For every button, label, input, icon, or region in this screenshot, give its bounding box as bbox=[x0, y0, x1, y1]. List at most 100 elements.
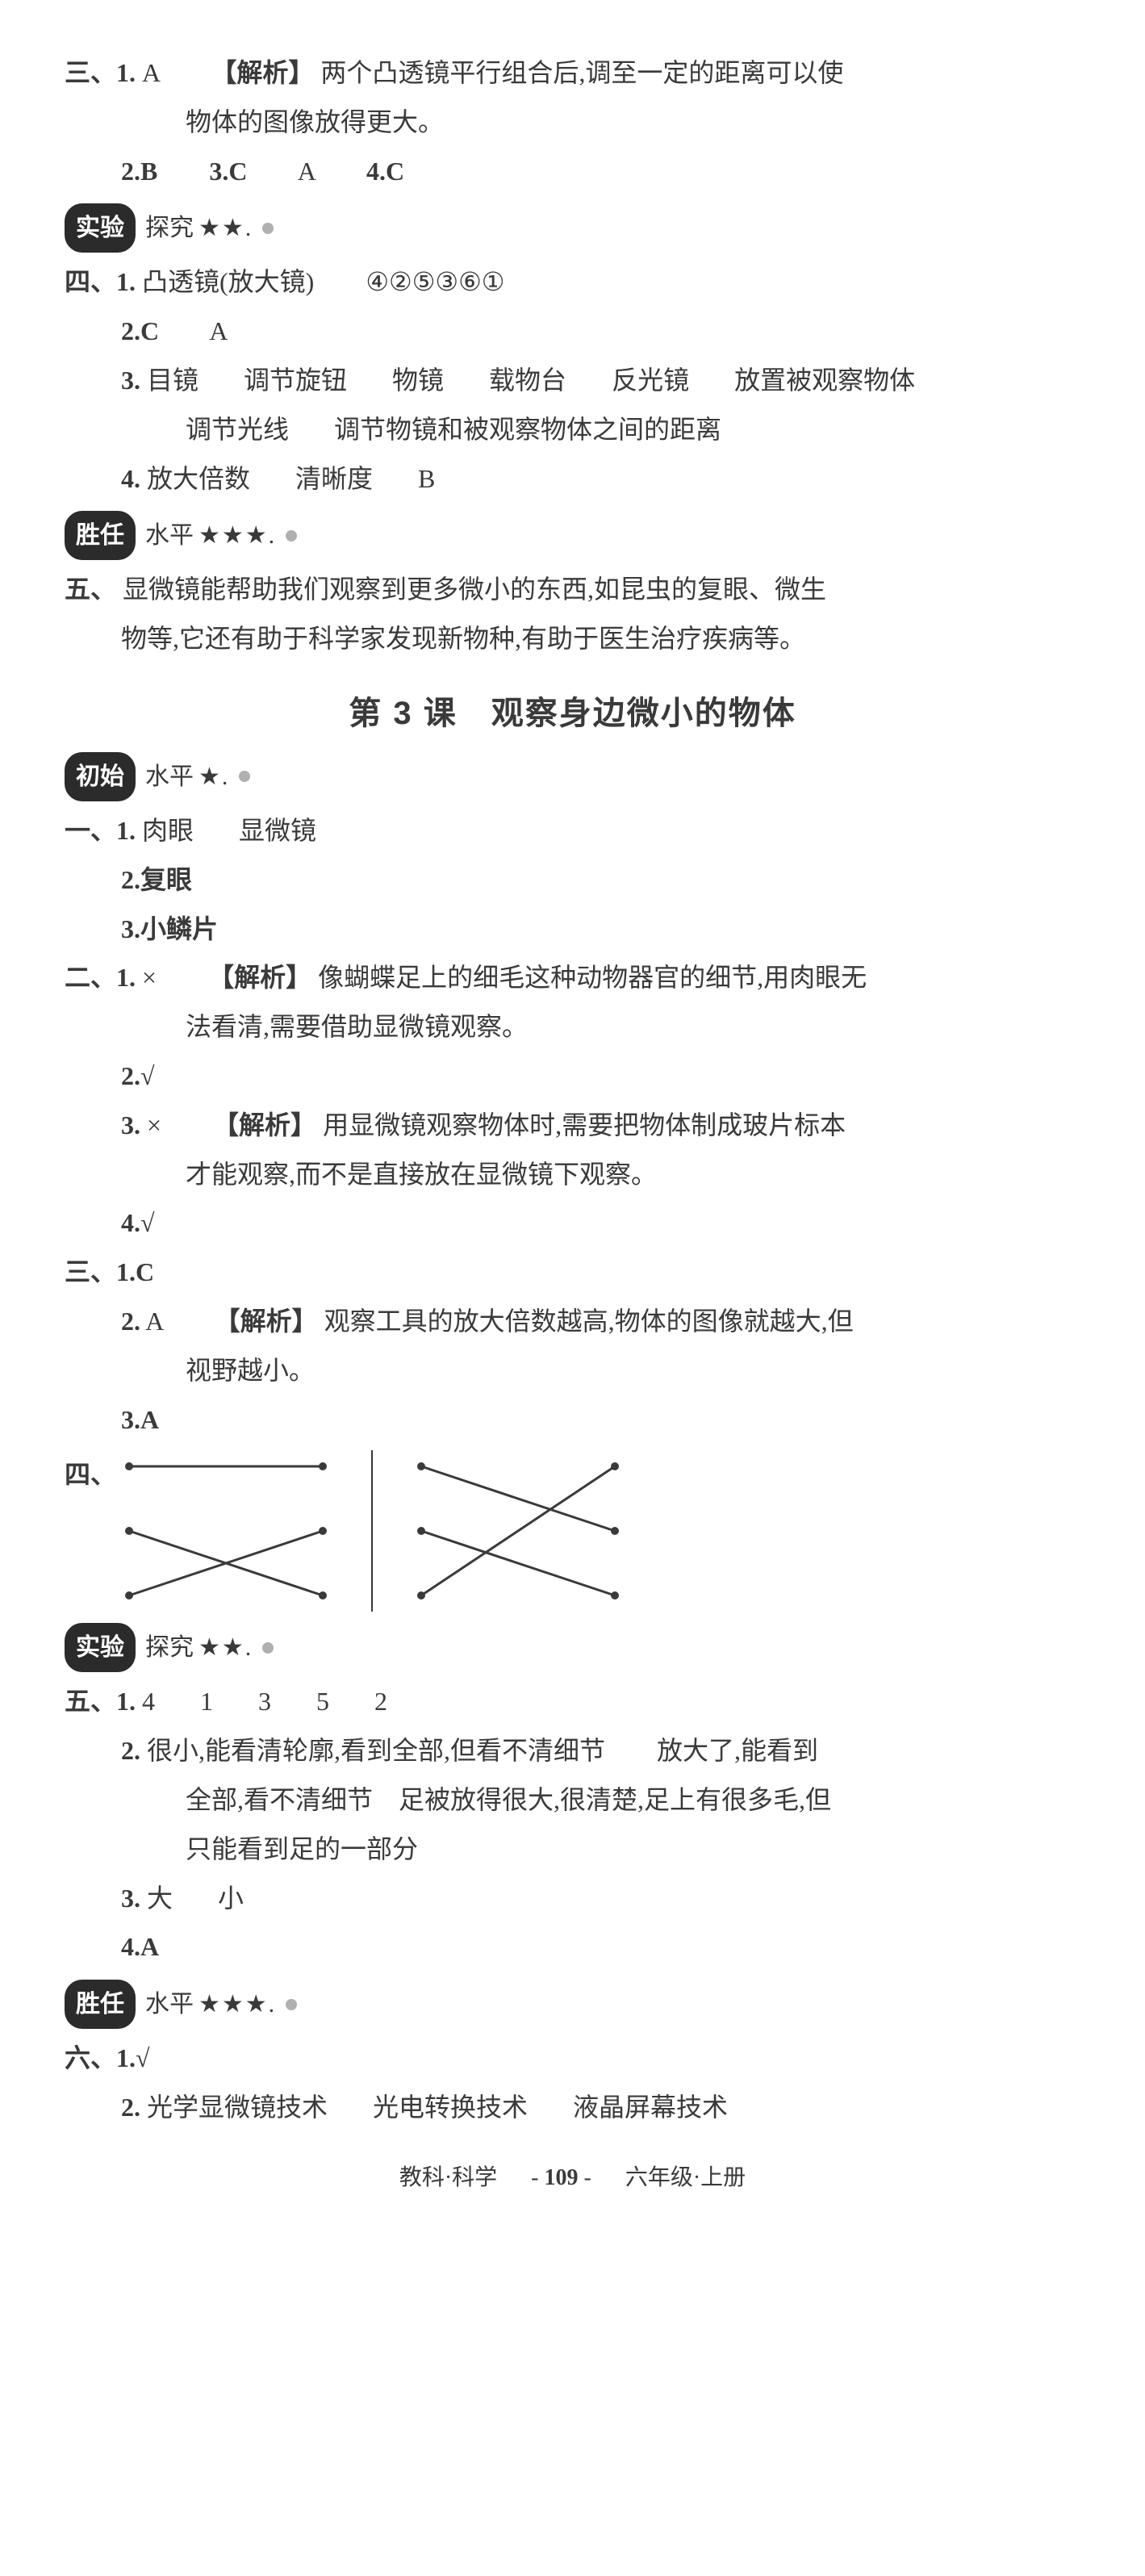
dot-icon bbox=[262, 223, 274, 234]
num: 二、1. bbox=[65, 963, 136, 992]
num: 2. bbox=[121, 1736, 140, 1765]
ans: × bbox=[147, 1110, 161, 1140]
p1: 光电转换技术 bbox=[373, 2093, 528, 2122]
q2b: A bbox=[209, 316, 228, 345]
badge-shiyan: 实验 探究 ★★. bbox=[65, 203, 1080, 253]
dot-icon bbox=[262, 1642, 274, 1654]
page-suffix: - bbox=[579, 2165, 591, 2190]
pill: 胜任 bbox=[65, 511, 136, 560]
l3-sec5-q4: 4.A bbox=[65, 1922, 1080, 1972]
lesson-title: 第 3 课 观察身边微小的物体 bbox=[65, 683, 1080, 744]
t: 六、1.√ bbox=[65, 2043, 150, 2072]
sec3-q1-cont: 物体的图像放得更大。 bbox=[65, 98, 1080, 147]
q3a: 3.C bbox=[209, 157, 247, 186]
ans: A bbox=[142, 58, 159, 87]
t: 三、1.C bbox=[65, 1257, 154, 1286]
p0: 调节光线 bbox=[186, 415, 289, 444]
exp: 两个凸透镜平行组合后,调至一定的距离可以使 bbox=[320, 58, 843, 87]
l3-sec2-q1-l2: 法看清,需要借助显微镜观察。 bbox=[65, 1002, 1080, 1052]
q2: 2.C bbox=[121, 316, 159, 345]
diagram-pair bbox=[121, 1450, 623, 1612]
num: 3. bbox=[121, 1110, 140, 1140]
l3-sec1-q1: 一、1. 肉眼 显微镜 bbox=[65, 806, 1080, 855]
p4: 反光镜 bbox=[612, 366, 689, 395]
l3-sec1-q2: 2.复眼 bbox=[65, 855, 1080, 905]
badge-shiyan-2: 实验 探究 ★★. bbox=[65, 1623, 1080, 1672]
pill-text: 探究 bbox=[145, 205, 194, 251]
p1: 调节旋钮 bbox=[244, 366, 347, 395]
p1: 调节物镜和被观察物体之间的距离 bbox=[334, 415, 721, 444]
num: 四、1. bbox=[65, 267, 136, 296]
tag: 【解析】 bbox=[213, 1110, 316, 1140]
sec4-q4: 4. 放大倍数 清晰度 B bbox=[65, 454, 1080, 504]
pill: 初始 bbox=[65, 752, 136, 801]
p3: 载物台 bbox=[489, 366, 566, 395]
l3-sec2-q3: 3. × 【解析】 用显微镜观察物体时,需要把物体制成玻片标本 bbox=[65, 1101, 1080, 1150]
a: 很小,能看清轮廓,看到全部,但看不清细节 bbox=[147, 1736, 605, 1765]
ans: A bbox=[145, 1307, 162, 1336]
b: ④②⑤③⑥① bbox=[366, 267, 504, 296]
num: 五、 bbox=[65, 575, 116, 604]
pill: 实验 bbox=[65, 203, 136, 253]
num: 3. bbox=[121, 366, 140, 395]
b: 放大了,能看到 bbox=[657, 1736, 818, 1765]
badge-shengren: 胜任 水平 ★★★. bbox=[65, 511, 1080, 560]
num: 2. bbox=[121, 2093, 140, 2122]
l3-sec2-q4: 4.√ bbox=[65, 1198, 1080, 1248]
l3-sec5-q2-l3: 只能看到足的一部分 bbox=[65, 1825, 1080, 1874]
t: 3.A bbox=[121, 1405, 159, 1434]
l3-sec1-q3: 3.小鳞片 bbox=[65, 905, 1080, 954]
p5: 放置被观察物体 bbox=[734, 366, 915, 395]
q2: 2.B bbox=[121, 157, 157, 186]
p0: 放大倍数 bbox=[147, 464, 250, 493]
pill-text: 水平 bbox=[145, 754, 194, 800]
l3-sec5-q3: 3. 大 小 bbox=[65, 1874, 1080, 1923]
badge-chushi: 初始 水平 ★. bbox=[65, 752, 1080, 801]
p0: 4 bbox=[142, 1687, 155, 1716]
p1: 显微镜 bbox=[239, 816, 316, 845]
p1: 小 bbox=[218, 1884, 244, 1913]
sec3-q2-4: 2.B 3.C A 4.C bbox=[65, 147, 1080, 196]
t: 4.√ bbox=[121, 1208, 155, 1237]
stars: ★★. bbox=[198, 205, 253, 251]
l3-sec3-q2-l2: 视野越小。 bbox=[65, 1346, 1080, 1395]
page-footer: 教科·科学 - 109 - 六年级·上册 bbox=[65, 2156, 1080, 2199]
num: 4. bbox=[121, 464, 140, 493]
sec4-q2: 2.C A bbox=[65, 307, 1080, 356]
badge-shengren-2: 胜任 水平 ★★★. bbox=[65, 1980, 1080, 2029]
p2: 液晶屏幕技术 bbox=[573, 2093, 728, 2122]
l3-sec2-q1: 二、1. × 【解析】 像蝴蝶足上的细毛这种动物器官的细节,用肉眼无 bbox=[65, 953, 1080, 1002]
stars: ★. bbox=[198, 754, 229, 800]
l3-sec5-q2: 2. 很小,能看清轮廓,看到全部,但看不清细节 放大了,能看到 bbox=[65, 1726, 1080, 1775]
l3-sec2-q3-l2: 才能观察,而不是直接放在显微镜下观察。 bbox=[65, 1150, 1080, 1199]
footer-left: 教科·科学 bbox=[399, 2165, 497, 2190]
p0: 大 bbox=[147, 1884, 173, 1913]
match-diagram-right bbox=[413, 1450, 623, 1612]
q4: 4.C bbox=[366, 157, 404, 186]
dot-icon bbox=[286, 530, 297, 542]
exp: 用显微镜观察物体时,需要把物体制成玻片标本 bbox=[323, 1110, 846, 1140]
t: 2.√ bbox=[121, 1061, 155, 1090]
p3: 5 bbox=[316, 1687, 329, 1716]
pill-text: 探究 bbox=[145, 1625, 194, 1671]
page-prefix: - bbox=[531, 2165, 544, 2190]
num: 一、1. bbox=[65, 816, 136, 845]
l3-sec5-q1: 五、1. 4 1 3 5 2 bbox=[65, 1677, 1080, 1726]
exp: 观察工具的放大倍数越高,物体的图像就越大,但 bbox=[324, 1307, 854, 1336]
pill: 实验 bbox=[65, 1623, 136, 1672]
t: 2.复眼 bbox=[121, 865, 192, 894]
l3-sec6-q2: 2. 光学显微镜技术 光电转换技术 液晶屏幕技术 bbox=[65, 2083, 1080, 2132]
p2: B bbox=[418, 464, 435, 493]
p2: 物镜 bbox=[392, 366, 444, 395]
sec4-q3: 3. 目镜 调节旋钮 物镜 载物台 反光镜 放置被观察物体 bbox=[65, 356, 1080, 405]
t: 4.A bbox=[121, 1932, 159, 1961]
match-diagram-left bbox=[121, 1450, 331, 1612]
l3-sec3-q3: 3.A bbox=[65, 1395, 1080, 1445]
sec4-q1: 四、1. 凸透镜(放大镜) ④②⑤③⑥① bbox=[65, 257, 1080, 307]
page-number: 109 bbox=[545, 2165, 579, 2190]
p0: 光学显微镜技术 bbox=[147, 2093, 328, 2122]
stars: ★★. bbox=[198, 1625, 253, 1671]
divider bbox=[371, 1450, 373, 1612]
l3-sec4-diagram: 四、 bbox=[65, 1450, 1080, 1612]
sec5-l2: 物等,它还有助于科学家发现新物种,有助于医生治疗疾病等。 bbox=[65, 614, 1080, 663]
